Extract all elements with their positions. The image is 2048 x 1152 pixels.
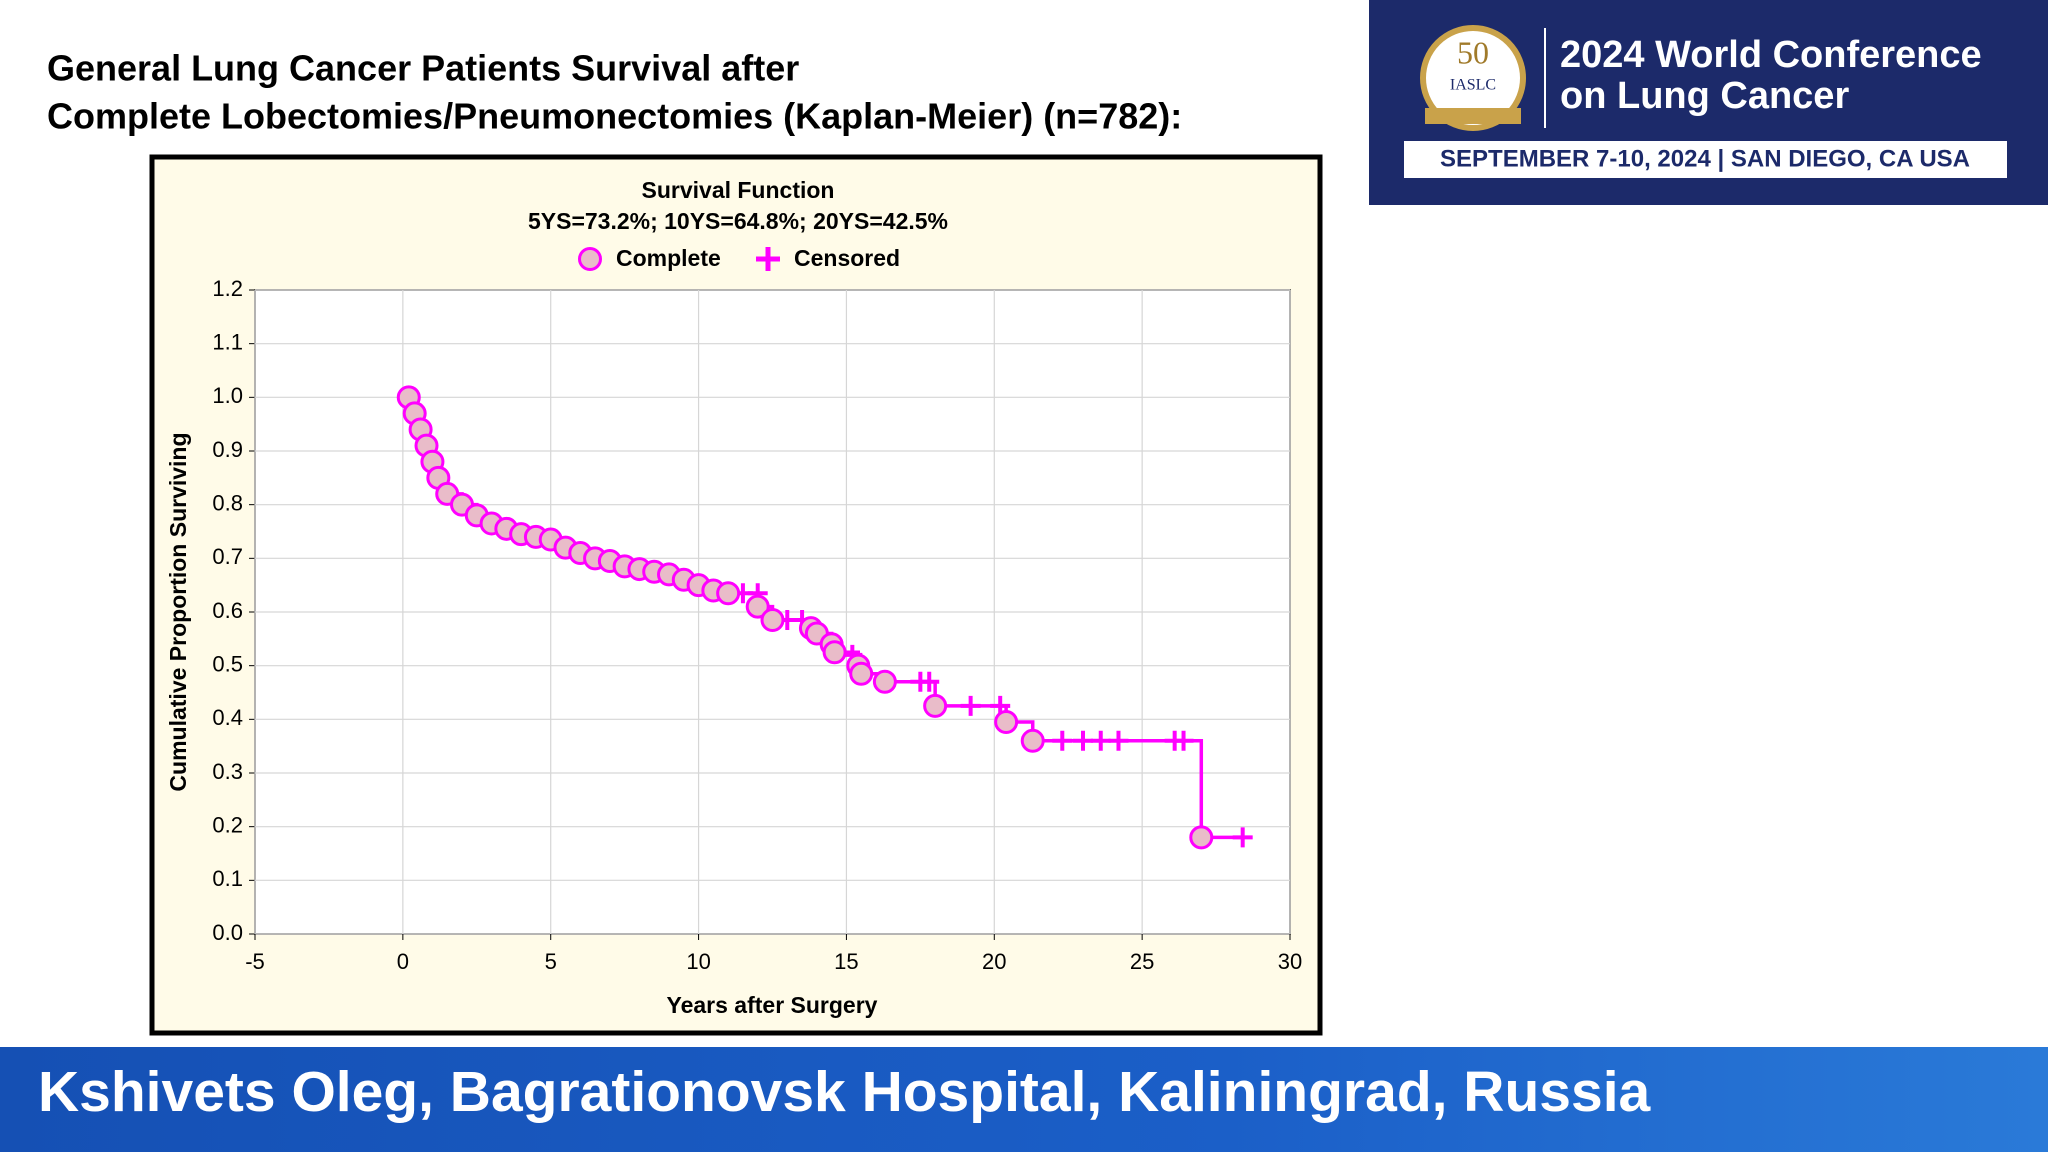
x-tick-label: 5 xyxy=(545,949,557,974)
y-tick-label: 0.2 xyxy=(212,812,243,837)
footer-text: Kshivets Oleg, Bagrationovsk Hospital, K… xyxy=(38,1060,1652,1124)
event-mark xyxy=(822,640,847,665)
y-tick-label: 1.1 xyxy=(212,329,243,354)
logo-dates: SEPTEMBER 7-10, 2024 | SAN DIEGO, CA USA xyxy=(1440,145,1970,172)
y-tick-label: 0.0 xyxy=(212,920,243,945)
event-mark xyxy=(745,594,770,619)
censored-mark xyxy=(1108,730,1129,751)
event-mark xyxy=(716,581,741,606)
event-mark xyxy=(760,608,785,633)
legend-marker xyxy=(578,247,602,271)
x-tick-label: 15 xyxy=(834,949,858,974)
y-tick-label: 0.6 xyxy=(212,598,243,623)
y-tick-label: 0.9 xyxy=(212,437,243,462)
censored-mark xyxy=(1073,730,1093,751)
event-mark xyxy=(994,710,1019,735)
censored-mark xyxy=(919,671,940,692)
x-tick-label: 0 xyxy=(397,949,409,974)
x-tick-label: 20 xyxy=(982,949,1006,974)
chart: Survival Function 5YS=73.2%; 10YS=64.8%; … xyxy=(165,177,1302,1018)
y-tick-label: 0.8 xyxy=(212,490,243,515)
event-mark xyxy=(1020,728,1045,753)
x-tick-label: -5 xyxy=(245,949,265,974)
slide-title: Complete Lobectomies/Pneumonectomies (Ka… xyxy=(47,96,1182,137)
censored-mark xyxy=(1232,827,1253,848)
event-mark xyxy=(872,669,897,694)
y-tick-label: 0.7 xyxy=(212,544,243,569)
logo-org: IASLC xyxy=(1450,77,1496,94)
event-mark xyxy=(849,661,874,686)
censored-mark xyxy=(1052,730,1073,751)
logo-badge xyxy=(1420,25,1526,131)
y-tick-label: 0.4 xyxy=(212,705,243,730)
legend-marker xyxy=(756,247,780,271)
event-mark xyxy=(923,693,948,718)
censored-mark xyxy=(1173,730,1194,751)
y-tick-label: 0.3 xyxy=(212,759,243,784)
event-mark xyxy=(1189,825,1214,850)
y-tick-label: 1.2 xyxy=(212,276,243,301)
logo-line: 2024 World Conference xyxy=(1560,34,1982,76)
legend-label: Complete xyxy=(616,245,721,271)
logo-line: on Lung Cancer xyxy=(1560,75,1849,117)
slide-title: General Lung Cancer Patients Survival af… xyxy=(47,48,799,89)
x-tick-label: 30 xyxy=(1278,949,1302,974)
x-tick-label: 10 xyxy=(686,949,710,974)
logo-date-box xyxy=(1404,141,2007,178)
chart-title: Survival Function xyxy=(642,177,835,203)
chart-subtitle: 5YS=73.2%; 10YS=64.8%; 20YS=42.5% xyxy=(528,208,948,234)
footer-banner xyxy=(0,1047,2048,1152)
censored-mark xyxy=(1090,730,1111,751)
x-axis-label: Years after Surgery xyxy=(667,992,878,1018)
logo-number: 50 xyxy=(1457,34,1489,70)
legend-label: Censored xyxy=(794,245,900,271)
y-tick-label: 0.1 xyxy=(212,866,243,891)
x-tick-label: 25 xyxy=(1130,949,1154,974)
y-axis-label: Cumulative Proportion Surviving xyxy=(165,432,191,791)
y-tick-label: 0.5 xyxy=(212,651,243,676)
y-tick-label: 1.0 xyxy=(212,383,243,408)
logo-ribbon xyxy=(1425,108,1521,124)
censored-mark xyxy=(960,695,981,716)
